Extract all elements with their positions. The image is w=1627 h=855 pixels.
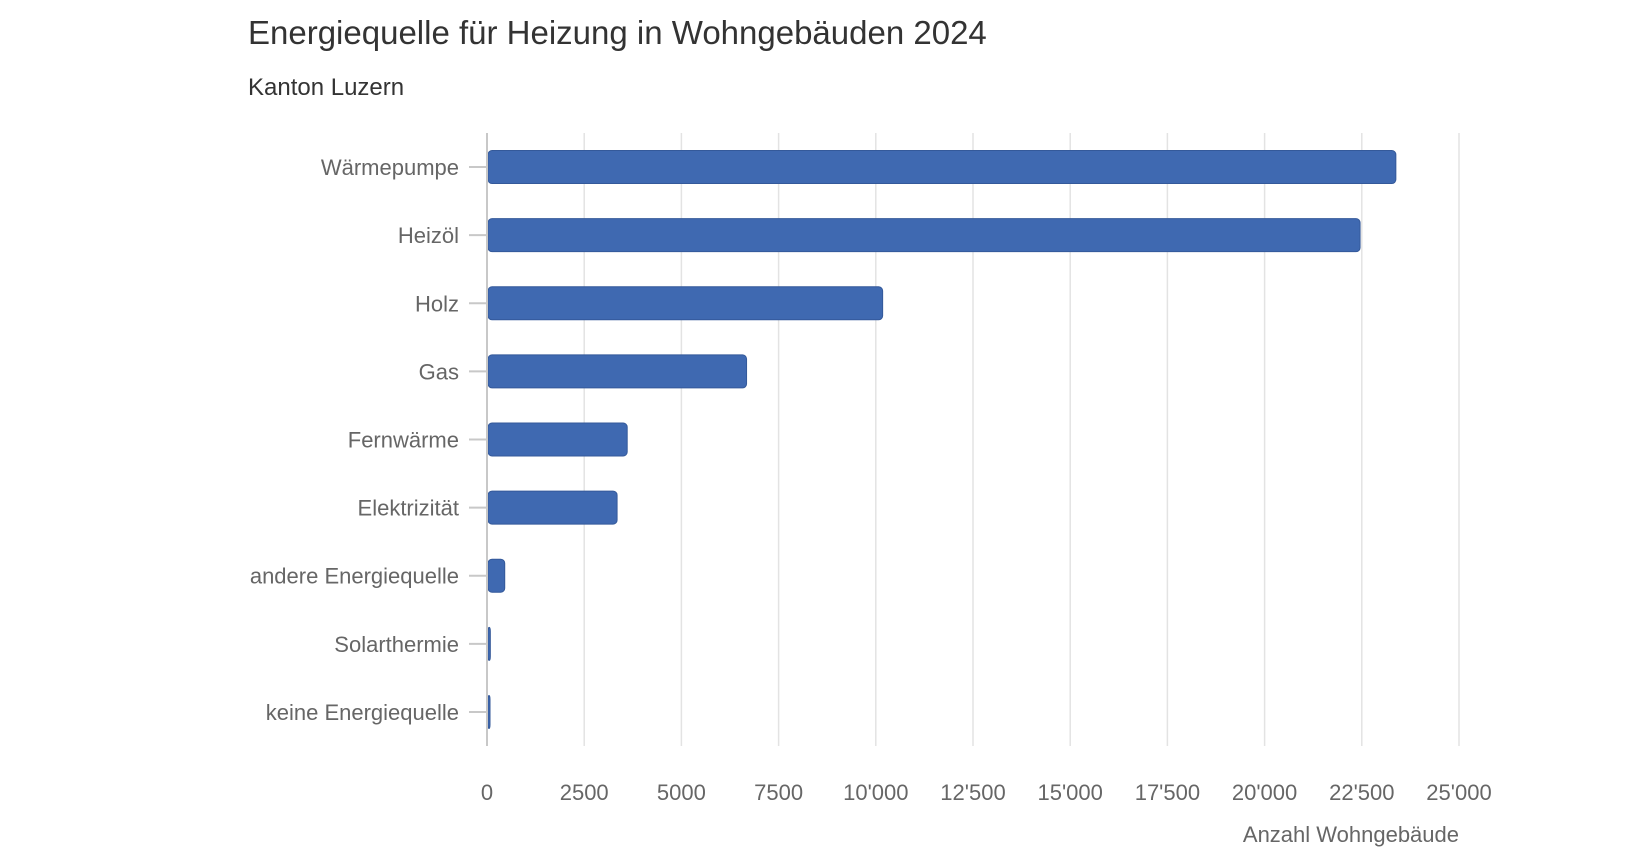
bar <box>487 422 628 457</box>
x-axis-title: Anzahl Wohngebäude <box>1243 822 1459 847</box>
x-tick-label: 2500 <box>560 780 609 805</box>
x-tick-labels: 0 2500 5000 7500 10'000 12'500 15'000 17'500 20'… <box>481 780 1492 805</box>
category-label: Gas <box>419 359 459 384</box>
x-tick-label: 5000 <box>657 780 706 805</box>
bar <box>487 626 491 661</box>
bar <box>487 490 618 525</box>
bar <box>487 150 1397 185</box>
category-label: andere Energiequelle <box>250 564 459 589</box>
category-label: Solarthermie <box>334 632 459 657</box>
bar <box>487 354 748 389</box>
x-tick-label: 7500 <box>754 780 803 805</box>
category-label: Elektrizität <box>358 496 459 521</box>
chart-title: Energiequelle für Heizung in Wohngebäude… <box>248 14 987 51</box>
x-tick-label: 17'500 <box>1135 780 1200 805</box>
bar <box>487 286 884 321</box>
bar <box>487 694 491 729</box>
category-label: Holz <box>415 291 459 316</box>
category-labels: Wärmepumpe Heizöl Holz Gas Fernwärme Elektriz… <box>250 155 459 725</box>
chart-subtitle: Kanton Luzern <box>248 74 405 101</box>
x-tick-label: 10'000 <box>843 780 908 805</box>
category-label: Wärmepumpe <box>321 155 459 180</box>
category-label: Fernwärme <box>348 428 459 453</box>
x-tick-label: 0 <box>481 780 493 805</box>
y-axis <box>469 133 488 746</box>
x-tick-label: 22'500 <box>1329 780 1394 805</box>
bar <box>487 558 506 593</box>
category-label: keine Energiequelle <box>266 700 459 725</box>
x-tick-label: 25'000 <box>1426 780 1491 805</box>
x-tick-label: 20'000 <box>1232 780 1297 805</box>
x-tick-label: 12'500 <box>940 780 1005 805</box>
x-tick-label: 15'000 <box>1038 780 1103 805</box>
bar <box>487 218 1361 253</box>
category-label: Heizöl <box>398 223 459 248</box>
bars <box>487 150 1397 729</box>
